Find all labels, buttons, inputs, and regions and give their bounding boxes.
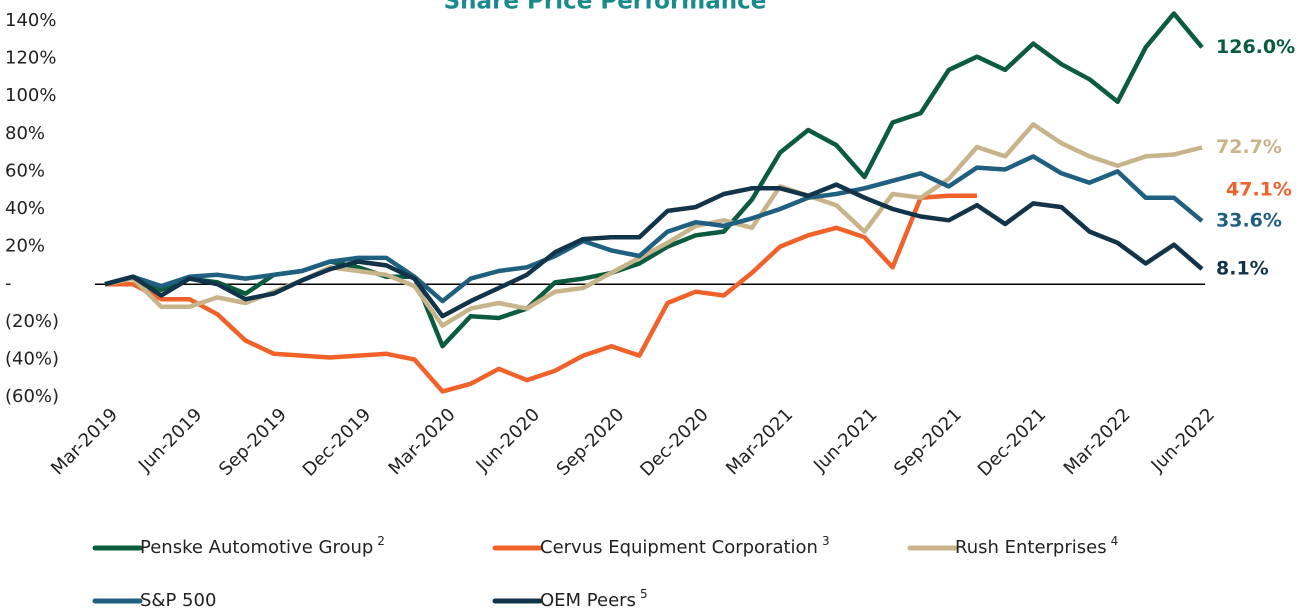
end-value-label: 33.6% [1216, 210, 1282, 232]
x-tick-label: Mar-2022 [1060, 404, 1135, 479]
y-tick-label: 20% [5, 236, 45, 257]
legend-note: 3 [822, 534, 830, 548]
y-tick-label: 140% [5, 10, 56, 31]
x-tick-label: Dec-2021 [974, 404, 1050, 480]
x-tick-label: Dec-2020 [636, 404, 712, 480]
legend-name: Rush Enterprises [955, 537, 1107, 558]
end-value-label: 8.1% [1216, 257, 1269, 279]
legend-label: S&P 500 [140, 590, 216, 611]
y-tick-label: - [5, 273, 12, 294]
y-tick-label: (40%) [5, 348, 59, 369]
y-tick-label: 100% [5, 85, 56, 106]
y-tick-label: 80% [5, 123, 45, 144]
legend-label: Penske Automotive Group 2 [140, 534, 385, 559]
y-tick-label: 120% [5, 48, 56, 69]
x-tick-label: Jun-2020 [472, 404, 544, 476]
x-tick-label: Mar-2020 [385, 404, 460, 479]
legend-label: OEM Peers 5 [540, 587, 648, 612]
legend-note: 2 [377, 534, 385, 548]
end-value-label: 47.1% [1226, 179, 1292, 201]
legend-label: Rush Enterprises 4 [955, 534, 1118, 559]
y-tick-label: 40% [5, 198, 45, 219]
x-tick-label: Jun-2021 [809, 404, 881, 476]
legend-name: Penske Automotive Group [140, 537, 373, 558]
legend-name: Cervus Equipment Corporation [540, 537, 818, 558]
legend-name: S&P 500 [140, 590, 216, 611]
series-line [105, 193, 978, 394]
series-line [104, 182, 1204, 319]
legend-note: 5 [640, 587, 648, 601]
legend-note: 4 [1111, 534, 1119, 548]
x-tick-label: Sep-2019 [215, 404, 291, 480]
legend-name: OEM Peers [540, 590, 636, 611]
series-line [104, 154, 1204, 304]
end-value-label: 72.7% [1216, 136, 1282, 158]
x-tick-label: Jun-2019 [134, 404, 206, 476]
x-tick-label: Sep-2021 [890, 404, 966, 480]
chart-title: Share Price Performance [444, 0, 767, 15]
x-tick-label: Jun-2022 [1147, 404, 1219, 476]
x-tick-label: Mar-2019 [47, 404, 122, 479]
legend-label: Cervus Equipment Corporation 3 [540, 534, 830, 559]
x-tick-label: Dec-2019 [299, 404, 375, 480]
y-tick-label: (20%) [5, 311, 59, 332]
end-value-label: 126.0% [1216, 36, 1295, 58]
x-tick-label: Mar-2021 [722, 404, 797, 479]
y-tick-label: 60% [5, 160, 45, 181]
y-tick-label: (60%) [5, 386, 59, 407]
x-tick-label: Sep-2020 [553, 404, 629, 480]
